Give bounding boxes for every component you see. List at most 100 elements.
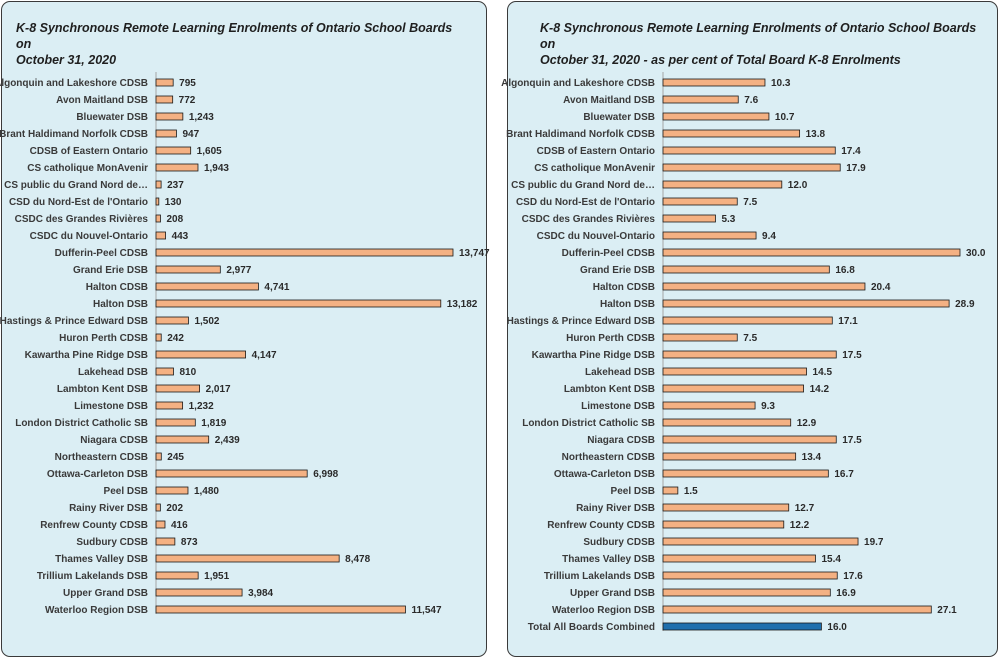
bar (662, 367, 807, 376)
category-label: Niagara CDSB (80, 435, 148, 446)
bar (155, 112, 184, 121)
category-label: Renfrew County CDSB (40, 520, 148, 531)
value-label: 11,547 (411, 605, 441, 616)
bar (155, 452, 162, 461)
value-label: 443 (172, 231, 189, 242)
category-label: Peel DSB (611, 486, 655, 497)
bar (155, 418, 196, 427)
bar (155, 554, 340, 563)
value-label: 9.4 (762, 231, 776, 242)
bar (155, 214, 161, 223)
category-label: CS public du Grand Nord de… (511, 180, 655, 191)
value-label: 28.9 (955, 299, 975, 310)
bar (155, 163, 199, 172)
category-label: Limestone DSB (581, 401, 655, 412)
category-label: Algonquin and Lakeshore CDSB (0, 78, 148, 89)
bar (155, 78, 174, 87)
value-label: 12.0 (788, 180, 808, 191)
value-label: 16.8 (835, 265, 855, 276)
category-label: Hastings & Prince Edward DSB (507, 316, 655, 327)
value-label: 13.8 (806, 129, 826, 140)
category-label: Thames Valley DSB (55, 554, 148, 565)
bar (662, 503, 790, 512)
category-label: Niagara CDSB (587, 435, 655, 446)
value-label: 14.2 (810, 384, 830, 395)
value-label: 12.7 (795, 503, 815, 514)
value-label: 17.1 (838, 316, 858, 327)
value-label: 27.1 (937, 605, 957, 616)
value-label: 30.0 (966, 248, 986, 259)
category-label: CSD du Nord-Est de l'Ontario (9, 197, 148, 208)
value-label: 1,243 (189, 112, 214, 123)
category-label: Dufferin-Peel CDSB (55, 248, 148, 259)
bar (155, 367, 174, 376)
category-label: Northeastern CDSB (55, 452, 148, 463)
category-label: Brant Haldimand Norfolk CDSB (0, 129, 148, 140)
bar (155, 180, 162, 189)
category-label: Huron Perth CDSB (59, 333, 148, 344)
category-label: Limestone DSB (74, 401, 148, 412)
value-label: 3,984 (248, 588, 273, 599)
bar (662, 129, 801, 138)
category-label: Algonquin and Lakeshore CDSB (501, 78, 655, 89)
category-label: Avon Maitland DSB (563, 95, 655, 106)
category-label: Total All Boards Combined (528, 622, 655, 633)
bar (155, 231, 166, 240)
bar (662, 486, 679, 495)
bar (662, 78, 766, 87)
value-label: 19.7 (864, 537, 884, 548)
value-label: 795 (179, 78, 196, 89)
value-label: 1,819 (201, 418, 226, 429)
value-label: 237 (167, 180, 184, 191)
bar (662, 163, 841, 172)
bar (155, 469, 308, 478)
bar (155, 316, 189, 325)
bar (155, 265, 221, 274)
category-label: Sudbury CDSB (583, 537, 655, 548)
bar (662, 520, 785, 529)
category-label: Lambton Kent DSB (57, 384, 148, 395)
value-label: 5.3 (721, 214, 735, 225)
value-label: 208 (166, 214, 183, 225)
value-label: 13,747 (459, 248, 490, 259)
bar (662, 95, 739, 104)
category-label: London District Catholic SB (15, 418, 148, 429)
category-label: Waterloo Region DSB (552, 605, 655, 616)
value-label: 9.3 (761, 401, 775, 412)
category-label: Hastings & Prince Edward DSB (0, 316, 148, 327)
category-label: Ottawa-Carleton DSB (47, 469, 148, 480)
category-label: Grand Erie DSB (580, 265, 655, 276)
bar (155, 486, 189, 495)
bar (662, 282, 866, 291)
category-label: Avon Maitland DSB (56, 95, 148, 106)
bar (155, 95, 174, 104)
category-label: CS catholique MonAvenir (534, 163, 655, 174)
value-label: 17.6 (843, 571, 863, 582)
value-label: 130 (165, 197, 182, 208)
value-label: 416 (171, 520, 188, 531)
bar (662, 146, 836, 155)
category-label: CSD du Nord-Est de l'Ontario (516, 197, 655, 208)
category-label: CSDC des Grandes Rivières (15, 214, 149, 225)
value-label: 1,605 (197, 146, 222, 157)
bar (155, 146, 192, 155)
value-label: 20.4 (871, 282, 891, 293)
category-label: CSDC des Grandes Rivières (522, 214, 656, 225)
bar (155, 537, 176, 546)
category-label: Bluewater DSB (76, 112, 148, 123)
bar (662, 350, 837, 359)
category-label: CS catholique MonAvenir (27, 163, 148, 174)
bar (155, 520, 166, 529)
value-label: 810 (179, 367, 196, 378)
bar (662, 554, 816, 563)
bar (662, 384, 804, 393)
value-label: 12.9 (797, 418, 817, 429)
category-label: Dufferin-Peel CDSB (562, 248, 655, 259)
bar (155, 384, 200, 393)
category-label: Upper Grand DSB (63, 588, 148, 599)
category-label: Renfrew County CDSB (547, 520, 655, 531)
value-label: 17.5 (842, 350, 862, 361)
category-label: Trillium Lakelands DSB (544, 571, 655, 582)
category-label: Lakehead DSB (585, 367, 655, 378)
